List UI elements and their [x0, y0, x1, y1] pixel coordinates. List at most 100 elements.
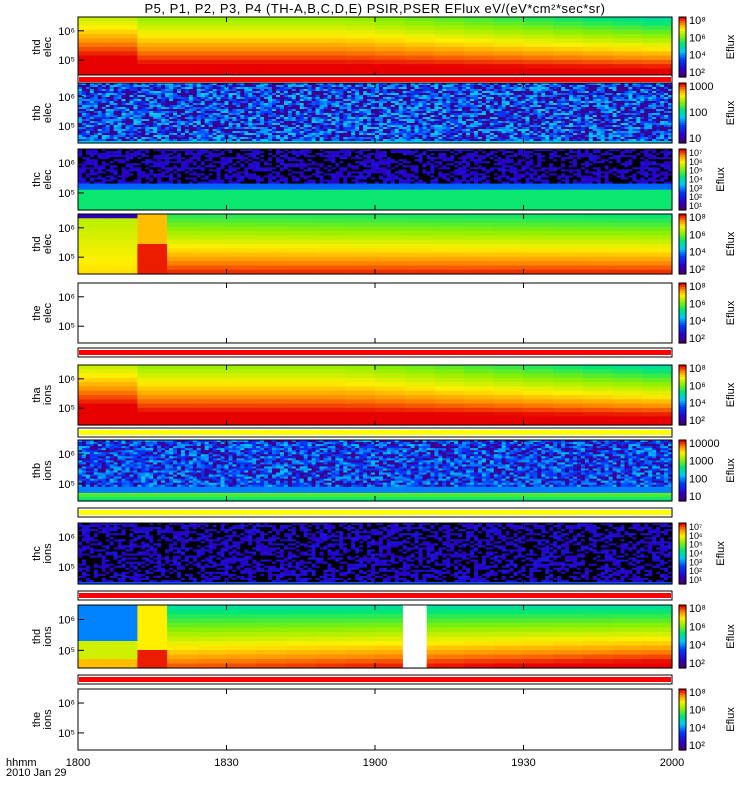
- spectrogram-cell: [410, 85, 416, 88]
- spectrogram-cell: [426, 109, 432, 112]
- spectrogram-cell: [525, 105, 531, 108]
- spectrogram-cell: [145, 125, 150, 128]
- spectrogram-cell: [521, 99, 527, 102]
- spectrogram-cell: [378, 119, 384, 122]
- spectrogram-cell: [497, 141, 503, 144]
- spectrogram-cell: [331, 107, 336, 110]
- spectrogram-cell: [378, 133, 384, 136]
- spectrogram-cell: [248, 123, 253, 126]
- spectrogram-cell: [188, 133, 194, 136]
- spectrogram-cell: [545, 125, 550, 128]
- spectrogram-cell: [458, 95, 463, 98]
- spectrogram-cell: [426, 105, 432, 108]
- spectrogram-cell: [240, 85, 245, 88]
- spectrogram-cell: [464, 29, 495, 35]
- spectrogram-cell: [549, 111, 554, 114]
- spectrogram-cell: [200, 95, 206, 98]
- spectrogram-cell: [569, 133, 574, 136]
- spectrogram-cell: [466, 109, 471, 112]
- spectrogram-cell: [208, 129, 214, 132]
- spectrogram-cell: [204, 105, 210, 108]
- spectrogram-cell: [331, 105, 336, 108]
- spectrogram-cell: [232, 119, 237, 122]
- spectrogram-cell: [582, 17, 614, 22]
- spectrogram-cell: [576, 121, 582, 124]
- spectrogram-cell: [323, 109, 329, 112]
- spectrogram-cell: [192, 97, 198, 100]
- spectrogram-cell: [382, 105, 388, 108]
- spectrogram-cell: [224, 93, 230, 96]
- spectrogram-cell: [523, 42, 554, 48]
- spectrogram-cell: [161, 137, 166, 140]
- spectrogram-cell: [319, 135, 325, 138]
- spectrogram-cell: [133, 115, 138, 118]
- spectrogram-cell: [450, 133, 455, 136]
- spectrogram-cell: [137, 135, 142, 138]
- spectrogram-cell: [188, 91, 194, 94]
- spectrogram-cell: [339, 123, 344, 126]
- spectrogram-cell: [299, 103, 305, 106]
- spectrogram-cell: [351, 115, 356, 118]
- spectrogram-cell: [422, 133, 428, 136]
- spectrogram-cell: [477, 129, 483, 132]
- spectrogram-cell: [529, 97, 534, 100]
- spectrogram-cell: [276, 123, 281, 126]
- spectrogram-cell: [553, 29, 584, 35]
- spectrogram-cell: [493, 64, 525, 70]
- spectrogram-cell: [418, 127, 424, 130]
- spectrogram-cell: [345, 68, 376, 74]
- spectrogram-cell: [414, 121, 420, 124]
- spectrogram-cell: [474, 83, 479, 86]
- spectrogram-cell: [446, 121, 451, 124]
- spectrogram-cell: [188, 101, 194, 104]
- spectrogram-cell: [533, 85, 538, 88]
- spectrogram-cell: [569, 139, 574, 142]
- spectrogram-cell: [137, 91, 142, 94]
- spectrogram-cell: [315, 59, 346, 65]
- spectrogram-cell: [89, 115, 95, 118]
- spectrogram-cell: [93, 87, 99, 90]
- spectrogram-cell: [311, 103, 317, 106]
- spectrogram-cell: [129, 87, 135, 90]
- spectrogram-cell: [474, 113, 479, 116]
- spectrogram-cell: [315, 25, 346, 31]
- spectrogram-cell: [533, 109, 538, 112]
- spectrogram-cell: [244, 95, 249, 98]
- spectrogram-cell: [137, 131, 142, 134]
- spectrogram-cell: [256, 139, 261, 142]
- spectrogram-cell: [248, 141, 253, 144]
- spectrogram-cell: [287, 113, 293, 116]
- spectrogram-cell: [371, 109, 376, 112]
- spectrogram-cell: [497, 85, 503, 88]
- spectrogram-cell: [85, 121, 91, 124]
- spectrogram-cell: [89, 93, 95, 96]
- spectrogram-cell: [196, 139, 202, 142]
- spectrogram-cell: [260, 107, 265, 110]
- spectrogram-cell: [339, 87, 344, 90]
- spectrogram-cell: [339, 119, 344, 122]
- spectrogram-cell: [375, 93, 380, 96]
- spectrogram-cell: [501, 137, 507, 140]
- spectrogram-cell: [497, 137, 503, 140]
- spectrogram-cell: [470, 109, 475, 112]
- spectrogram-cell: [529, 117, 534, 120]
- spectrogram-cell: [220, 133, 226, 136]
- spectrogram-cell: [153, 87, 158, 90]
- spectrogram-cell: [173, 117, 178, 120]
- spectrogram-cell: [78, 133, 83, 136]
- spectrogram-cell: [537, 139, 542, 142]
- spectrogram-cell: [497, 113, 503, 116]
- spectrogram-cell: [402, 101, 408, 104]
- spectrogram-cell: [236, 87, 241, 90]
- spectrogram-cell: [220, 111, 226, 114]
- spectrogram-cell: [426, 87, 432, 90]
- spectrogram-cell: [545, 111, 550, 114]
- spectrogram-cell: [161, 115, 166, 118]
- spectrogram-cell: [394, 135, 400, 138]
- spectrogram-cell: [434, 141, 439, 144]
- spectrogram-cell: [493, 129, 499, 132]
- spectrogram-cell: [208, 87, 214, 90]
- spectrogram-cell: [458, 107, 463, 110]
- spectrogram-cell: [141, 121, 146, 124]
